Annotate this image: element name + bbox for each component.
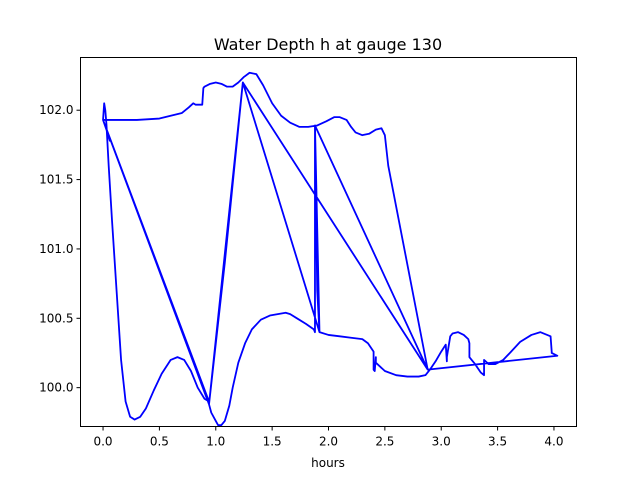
x-tick-label: 3.0 — [432, 435, 451, 449]
x-axis: 0.0 0.5 1.0 1.5 2.0 2.5 3.0 3.5 4.0 — [93, 426, 564, 449]
x-tick-label: 2.5 — [375, 435, 394, 449]
y-tick-label: 101.5 — [39, 173, 73, 187]
plot-area — [102, 71, 559, 427]
x-tick-label: 0.0 — [93, 435, 112, 449]
chart-title: Water Depth h at gauge 130 — [214, 35, 442, 54]
x-tick-label: 1.0 — [206, 435, 225, 449]
y-axis: 100.0 100.5 101.0 101.5 102.0 — [39, 103, 81, 395]
x-tick-label: 1.5 — [263, 435, 282, 449]
x-tick-label: 0.5 — [150, 435, 169, 449]
x-axis-label: hours — [311, 456, 345, 470]
y-tick-label: 102.0 — [39, 103, 73, 117]
y-tick-label: 100.5 — [39, 311, 73, 325]
x-tick-label: 4.0 — [544, 435, 563, 449]
x-tick-label: 3.5 — [488, 435, 507, 449]
series-line-0 — [102, 71, 559, 427]
axes-frame — [80, 57, 577, 427]
y-tick-label: 100.0 — [39, 381, 73, 395]
x-tick-label: 2.0 — [319, 435, 338, 449]
y-tick-label: 101.0 — [39, 242, 73, 256]
